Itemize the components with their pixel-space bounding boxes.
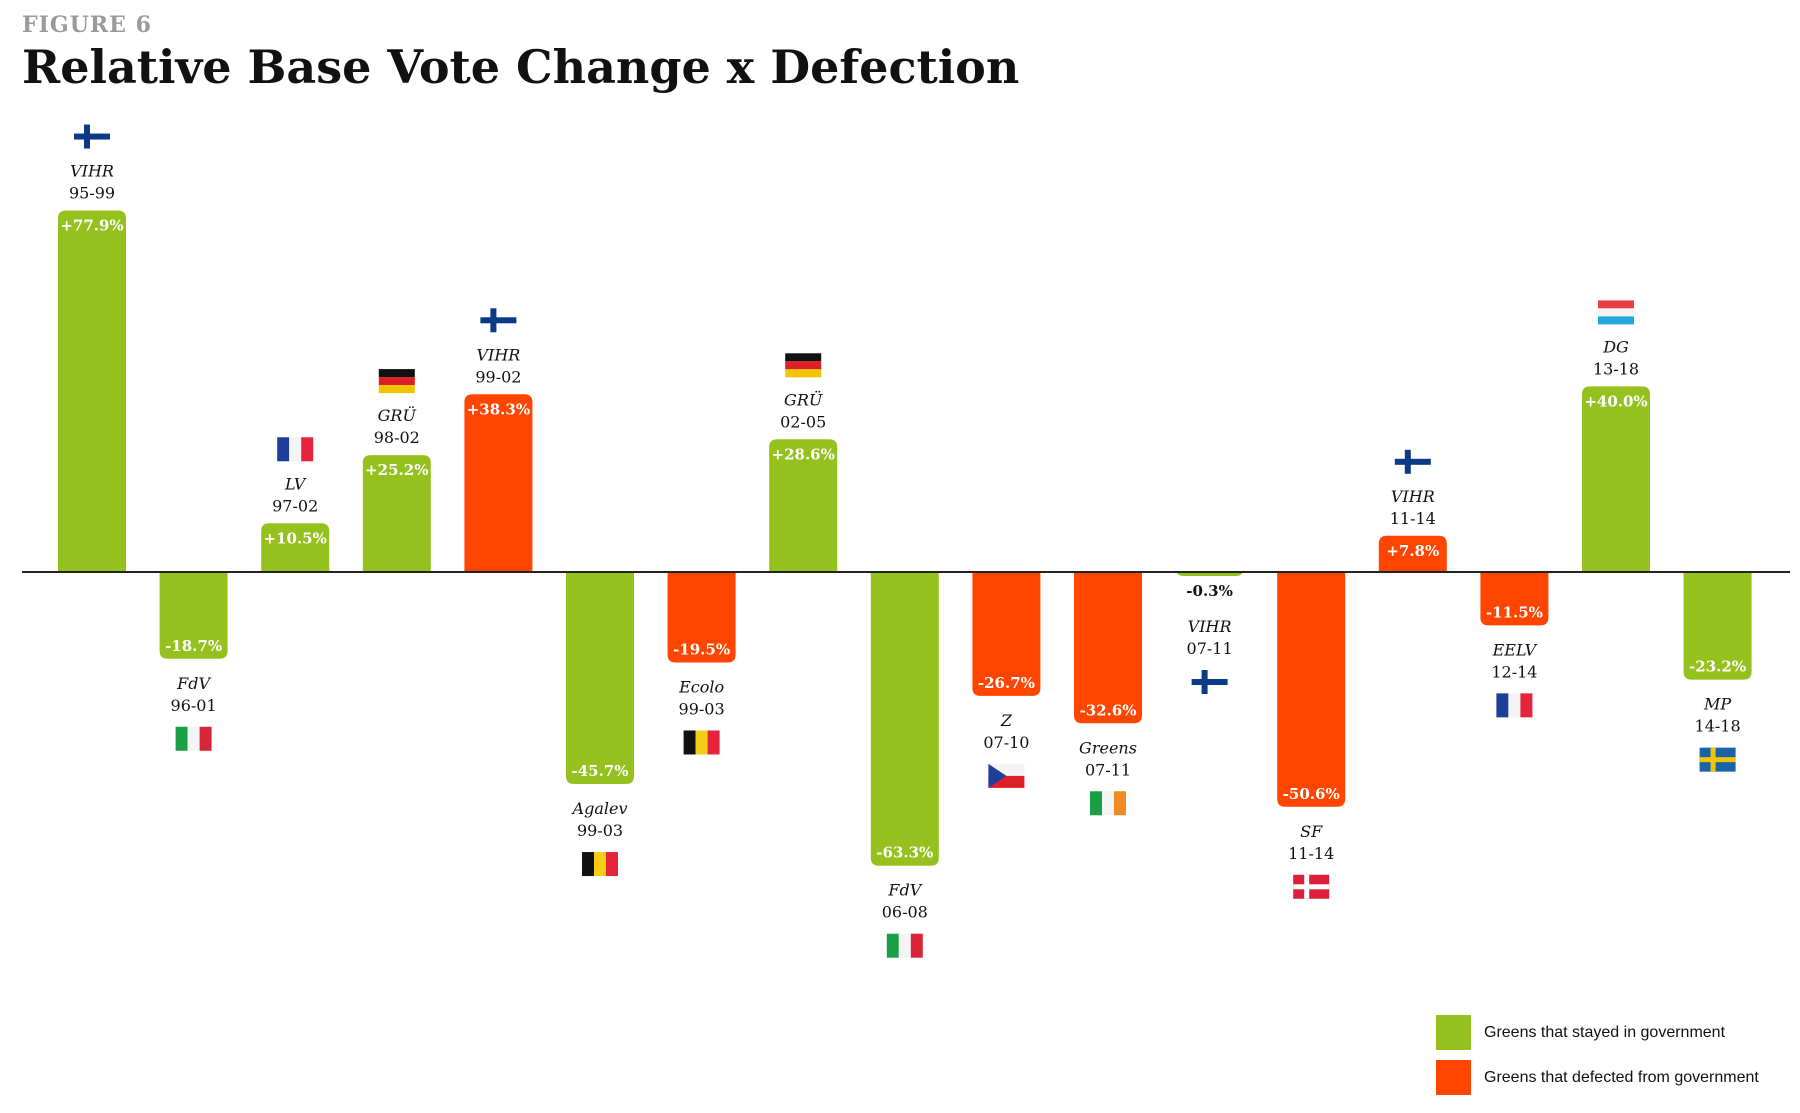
period-label: 06-08 — [882, 903, 928, 922]
germany-flag-icon — [378, 369, 415, 394]
denmark-flag-icon — [1293, 874, 1330, 899]
party-label: VIHR — [1391, 487, 1435, 506]
bar-value-label: -19.5% — [673, 640, 730, 658]
bar — [58, 210, 126, 572]
bar-value-label: -32.6% — [1079, 701, 1136, 719]
bar — [1683, 572, 1752, 680]
party-label: VIHR — [1188, 617, 1232, 636]
party-label: VIHR — [70, 162, 114, 181]
italy-flag-icon — [886, 933, 923, 958]
ireland-flag-icon — [1090, 791, 1126, 816]
bar-value-label: -23.2% — [1689, 658, 1746, 676]
czechia-flag-icon — [988, 763, 1025, 788]
bar — [159, 572, 228, 659]
bar — [972, 572, 1041, 696]
bar-value-label: +77.9% — [60, 217, 123, 235]
bar-value-label: +40.0% — [1584, 392, 1647, 410]
bar — [464, 394, 533, 572]
bar — [769, 439, 838, 572]
legend-label: Greens that defected from government — [1484, 1068, 1759, 1086]
legend-item-defected: Greens that defected from government — [1436, 1060, 1759, 1095]
period-label: 98-02 — [374, 428, 420, 447]
bar-value-label: -50.6% — [1283, 785, 1340, 803]
legend-swatch — [1436, 1015, 1471, 1050]
party-label: SF — [1300, 822, 1323, 841]
bar-value-label: -0.3% — [1186, 582, 1233, 600]
belgium-flag-icon — [582, 852, 618, 877]
party-label: Greens — [1079, 738, 1137, 757]
period-label: 07-11 — [1187, 639, 1233, 658]
legend: Greens that stayed in government Greens t… — [1436, 1015, 1759, 1105]
bar-value-label: +38.3% — [467, 400, 530, 418]
period-label: 14-18 — [1695, 717, 1741, 736]
period-label: 12-14 — [1491, 662, 1537, 681]
france-flag-icon — [277, 437, 314, 462]
party-label: FdV — [176, 674, 211, 693]
sweden-flag-icon — [1699, 747, 1736, 772]
bar — [566, 572, 634, 785]
period-label: 13-18 — [1593, 359, 1639, 378]
bar-value-label: +10.5% — [264, 529, 327, 547]
party-label: FdV — [887, 881, 922, 900]
period-label: 99-03 — [577, 821, 623, 840]
italy-flag-icon — [175, 726, 212, 751]
finland-flag-icon — [74, 124, 110, 149]
finland-flag-icon — [1191, 670, 1228, 694]
bar-value-label: -45.7% — [571, 762, 628, 780]
bar-chart: +77.9% VIHR 95-99 -18.7% FdV 96-01 +10.5% LV 97-… — [22, 124, 1790, 958]
bar-value-label: -63.3% — [876, 844, 933, 862]
party-label: MP — [1703, 695, 1731, 714]
germany-flag-icon — [785, 353, 822, 378]
chart-title: Relative Base Vote Change x Defection — [22, 40, 1020, 94]
party-label: LV — [284, 474, 307, 493]
belgium-flag-icon — [683, 730, 720, 755]
period-label: 11-14 — [1288, 844, 1334, 863]
party-label: GRÜ — [784, 389, 823, 409]
figure-label: FIGURE 6 — [22, 12, 152, 38]
period-label: 95-99 — [69, 184, 115, 203]
bar — [362, 455, 431, 572]
bar — [870, 572, 939, 866]
party-label: GRÜ — [378, 405, 417, 425]
party-label: Ecolo — [678, 677, 724, 696]
legend-label: Greens that stayed in government — [1484, 1023, 1726, 1041]
period-label: 02-05 — [780, 412, 826, 431]
party-label: DG — [1602, 337, 1629, 356]
bar-value-label: -11.5% — [1486, 603, 1543, 621]
bar-value-label: +25.2% — [365, 461, 428, 479]
period-label: 97-02 — [272, 496, 318, 515]
legend-swatch — [1436, 1060, 1471, 1095]
bar-value-label: -26.7% — [978, 674, 1035, 692]
period-label: 96-01 — [171, 696, 217, 715]
period-label: 99-03 — [679, 699, 725, 718]
party-label: Z — [1000, 711, 1013, 730]
bar — [1378, 535, 1447, 572]
bar-value-label: -18.7% — [165, 637, 222, 655]
bar — [1277, 572, 1346, 807]
party-label: VIHR — [476, 345, 520, 364]
period-label: 07-11 — [1085, 760, 1131, 779]
bar — [667, 572, 736, 663]
party-label: Agalev — [571, 799, 628, 818]
bar — [1582, 386, 1650, 572]
period-label: 99-02 — [475, 367, 521, 386]
luxembourg-flag-icon — [1598, 300, 1634, 325]
bar — [1074, 572, 1142, 724]
bar — [261, 523, 330, 572]
party-label: EELV — [1492, 640, 1538, 659]
france-flag-icon — [1496, 693, 1533, 718]
period-label: 11-14 — [1390, 509, 1436, 528]
bar-value-label: +7.8% — [1386, 542, 1439, 560]
bar-value-label: +28.6% — [772, 445, 835, 463]
legend-item-stayed: Greens that stayed in government — [1436, 1015, 1759, 1050]
bar — [1480, 572, 1549, 626]
finland-flag-icon — [480, 308, 517, 333]
period-label: 07-10 — [983, 733, 1029, 752]
finland-flag-icon — [1394, 449, 1431, 474]
